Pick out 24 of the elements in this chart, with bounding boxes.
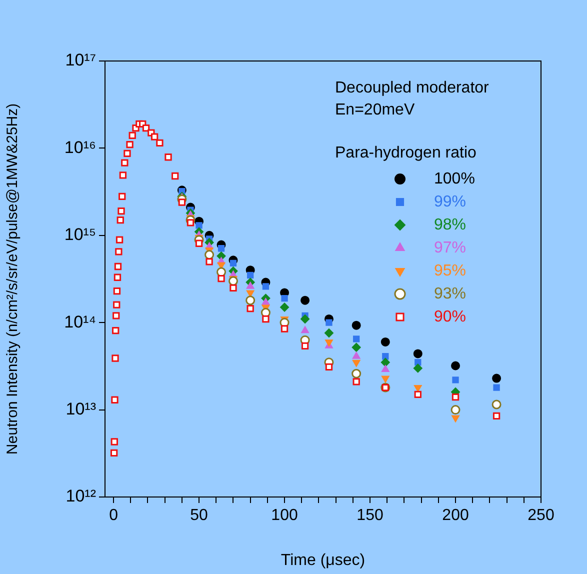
x-tick-label: 200 [442, 507, 469, 524]
legend-label: 93% [434, 285, 466, 302]
x-tick-label: 0 [109, 507, 118, 524]
legend-label: 99% [434, 193, 466, 210]
legend-label: 95% [434, 262, 466, 280]
annotation: Decoupled moderator [335, 79, 490, 96]
y-tick-label: 10¹⁴ [64, 312, 96, 332]
y-tick-label: 10¹⁶ [64, 138, 96, 157]
annotation: En=20meV [335, 101, 415, 118]
y-tick-label: 10¹² [66, 486, 96, 506]
x-tick-label: 150 [356, 507, 384, 524]
legend-label: 100% [434, 170, 475, 188]
legend-title: Para-hydrogen ratio [335, 144, 477, 162]
legend-label: 98% [434, 216, 466, 234]
x-tick-label: 250 [528, 507, 554, 524]
y-tick-label: 10¹³ [66, 399, 96, 418]
x-tick-label: 100 [271, 507, 298, 524]
x-axis-title: Time (μsec) [280, 552, 366, 569]
y-tick-label: 10¹⁷ [65, 50, 96, 70]
legend-label: 97% [434, 239, 466, 256]
y-axis-title: Neutron Intensity (n/cm²/s/sr/eV/pulse@1MW&25Hz) [4, 103, 22, 455]
legend-label: 90% [434, 308, 466, 326]
x-tick-label: 50 [190, 507, 208, 524]
y-tick-label: 10¹⁵ [64, 225, 96, 244]
